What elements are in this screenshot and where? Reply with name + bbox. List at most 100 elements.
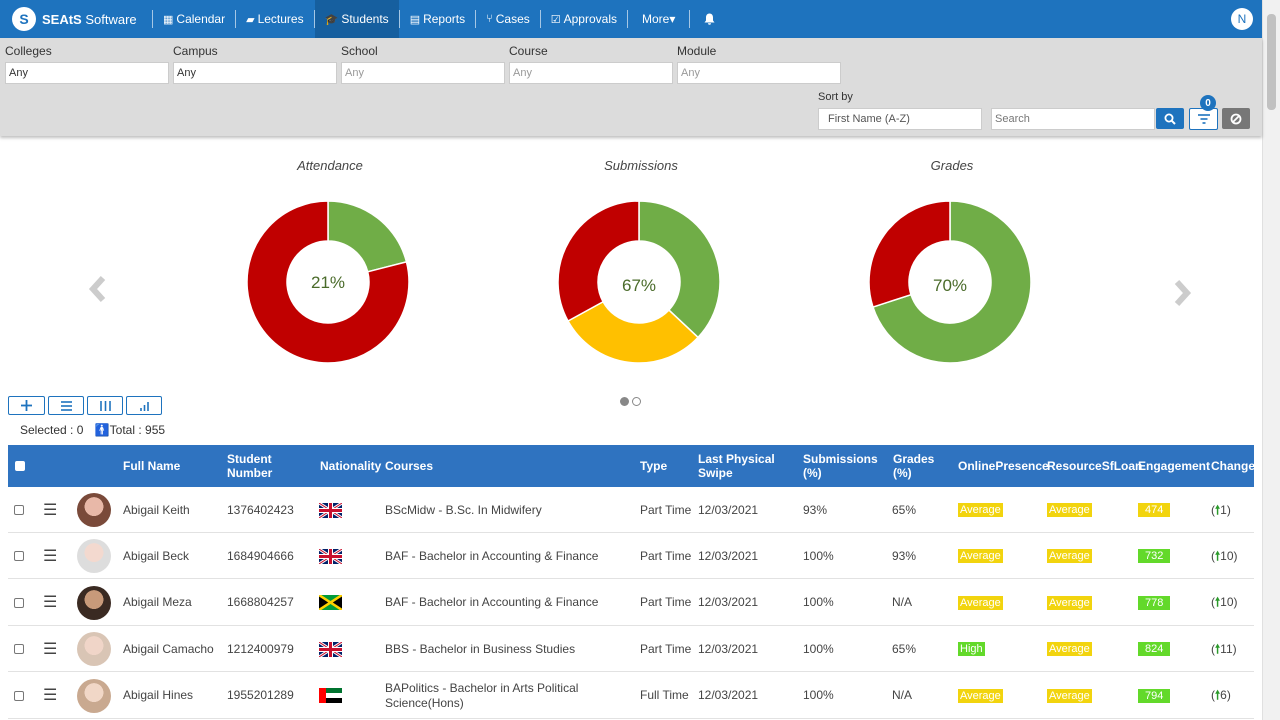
student-photo[interactable] xyxy=(77,678,111,713)
col-courses[interactable]: Courses xyxy=(385,459,434,473)
online-presence-badge: Average xyxy=(958,549,1003,564)
colleges-select[interactable]: Any xyxy=(5,62,169,84)
donut-slice[interactable] xyxy=(567,300,700,363)
student-name[interactable]: Abigail Keith xyxy=(123,502,190,517)
student-course: BBS - Bachelor in Business Studies xyxy=(385,641,576,656)
nav-divider xyxy=(627,10,628,28)
donut-slice[interactable] xyxy=(638,201,720,339)
page-scrollbar[interactable] xyxy=(1262,0,1280,720)
student-photo[interactable] xyxy=(77,632,111,667)
row-menu-icon[interactable]: ☰ xyxy=(43,501,58,519)
app-logo[interactable]: S SEAtS Software xyxy=(12,7,148,31)
student-name[interactable]: Abigail Hines xyxy=(123,688,194,703)
donut-slice[interactable] xyxy=(247,201,409,363)
carousel-next-arrow[interactable] xyxy=(1172,278,1192,316)
resource-loan-cell: Average xyxy=(1047,626,1092,672)
arrow-up-icon: 🠕 xyxy=(1215,548,1221,563)
row-checkbox[interactable] xyxy=(14,644,24,655)
grades-donut-chart xyxy=(869,201,1031,363)
bar-chart-icon xyxy=(139,401,149,411)
change-value: 10 xyxy=(1220,548,1234,563)
donut-slice[interactable] xyxy=(327,201,408,273)
row-checkbox[interactable] xyxy=(14,597,24,608)
nav-calendar[interactable]: ▦ Calendar xyxy=(163,12,226,26)
row-checkbox[interactable] xyxy=(14,690,24,701)
campus-select[interactable]: Any xyxy=(173,62,337,84)
table-row[interactable]: ☰ Abigail Beck 1684904666 BAF - Bachelor in… xyxy=(8,533,1254,580)
arrow-up-icon: 🠕 xyxy=(1215,502,1221,517)
submissions-percent: 100% xyxy=(803,688,834,703)
chevron-right-icon xyxy=(1174,279,1192,307)
nav-approvals[interactable]: ☑ Approvals xyxy=(550,12,617,26)
course-select[interactable]: Any xyxy=(509,62,673,84)
col-resource-loan[interactable]: ResourceSfLoan xyxy=(1047,459,1143,473)
notifications-bell[interactable] xyxy=(694,0,725,38)
list-view-button[interactable] xyxy=(48,396,84,415)
donut-slice[interactable] xyxy=(869,201,951,308)
bell-icon xyxy=(704,13,715,25)
grades-percent: N/A xyxy=(892,595,913,610)
last-swipe: 12/03/2021 xyxy=(698,641,759,656)
nav-cases[interactable]: ⑂ Cases xyxy=(486,12,530,26)
select-all-checkbox[interactable] xyxy=(15,461,25,471)
filter-button[interactable] xyxy=(1189,108,1218,130)
table-row[interactable]: ☰ Abigail Hines 1955201289 BAPolitics - Bac… xyxy=(8,673,1254,719)
student-number: 1955201289 xyxy=(227,688,294,703)
engagement-score-badge: 824 xyxy=(1138,642,1171,657)
search-button[interactable] xyxy=(1156,108,1184,129)
student-photo[interactable] xyxy=(77,539,111,574)
carousel-dot-1[interactable] xyxy=(620,397,629,406)
table-row[interactable]: ☰ Abigail Keith 1376402423 BScMidw - B.Sc. … xyxy=(8,487,1254,533)
student-name[interactable]: Abigail Camacho xyxy=(123,641,214,656)
carousel-prev-arrow[interactable] xyxy=(88,274,108,312)
nav-lectures[interactable]: ▰ Lectures xyxy=(246,12,304,26)
student-photo[interactable] xyxy=(77,585,111,620)
student-name[interactable]: Abigail Beck xyxy=(123,548,190,563)
nav-more-dropdown[interactable]: More▾ xyxy=(642,12,676,26)
table-row[interactable]: ☰ Abigail Meza 1668804257 BAF - Bachelor in… xyxy=(8,580,1254,626)
carousel-dot-2[interactable] xyxy=(632,397,641,406)
attendance-donut-chart xyxy=(247,201,409,363)
col-engagement[interactable]: Engagement xyxy=(1138,459,1211,473)
add-student-button[interactable] xyxy=(8,396,45,415)
row-checkbox-cell xyxy=(14,673,24,719)
student-photo[interactable] xyxy=(77,493,111,527)
donut-slice[interactable] xyxy=(872,201,1031,363)
change-value: 1 xyxy=(1220,502,1227,517)
donut-slice[interactable] xyxy=(558,201,640,323)
scrollbar-thumb[interactable] xyxy=(1267,14,1276,110)
sort-by-select[interactable]: First Name (A-Z) xyxy=(818,108,982,130)
row-checkbox[interactable] xyxy=(14,551,24,562)
row-menu-icon[interactable]: ☰ xyxy=(43,594,58,612)
nav-reports[interactable]: ▤ Reports xyxy=(409,12,466,26)
row-menu-icon[interactable]: ☰ xyxy=(43,640,58,658)
row-menu-icon[interactable]: ☰ xyxy=(43,547,58,565)
col-nationality[interactable]: Nationality xyxy=(320,459,382,473)
col-last-swipe[interactable]: Last Physical Swipe xyxy=(698,452,775,480)
col-change[interactable]: Change xyxy=(1211,459,1256,473)
row-checkbox[interactable] xyxy=(14,505,24,515)
reset-filters-button[interactable] xyxy=(1222,108,1250,129)
col-full-name[interactable]: Full Name xyxy=(123,459,181,473)
nav-students[interactable]: 🎓 Students xyxy=(314,0,399,38)
user-avatar[interactable]: N xyxy=(1231,8,1253,30)
grades-percent: N/A xyxy=(892,688,913,703)
col-grades[interactable]: Grades (%) xyxy=(893,452,935,480)
reports-icon: ▤ xyxy=(409,13,421,26)
school-select[interactable]: Any xyxy=(341,62,505,84)
chart-view-button[interactable] xyxy=(126,396,162,415)
columns-button[interactable] xyxy=(87,396,123,415)
col-online-presence[interactable]: OnlinePresence xyxy=(958,459,1049,473)
student-name[interactable]: Abigail Meza xyxy=(123,595,192,610)
search-input[interactable]: Search xyxy=(991,108,1155,130)
student-course: BAPolitics - Bachelor in Arts Political … xyxy=(385,680,579,710)
col-type[interactable]: Type xyxy=(640,459,668,473)
col-student-number[interactable]: Student Number xyxy=(227,452,273,480)
nationality-flag-cell xyxy=(319,580,342,626)
resource-loan-badge: Average xyxy=(1047,595,1092,610)
row-menu-icon[interactable]: ☰ xyxy=(43,687,58,705)
col-submissions[interactable]: Submissions (%) xyxy=(803,452,878,480)
module-select[interactable]: Any xyxy=(677,62,841,84)
table-row[interactable]: ☰ Abigail Camacho 1212400979 BBS - Bachelor… xyxy=(8,626,1254,673)
submissions-chart-title: Submissions xyxy=(604,158,678,173)
